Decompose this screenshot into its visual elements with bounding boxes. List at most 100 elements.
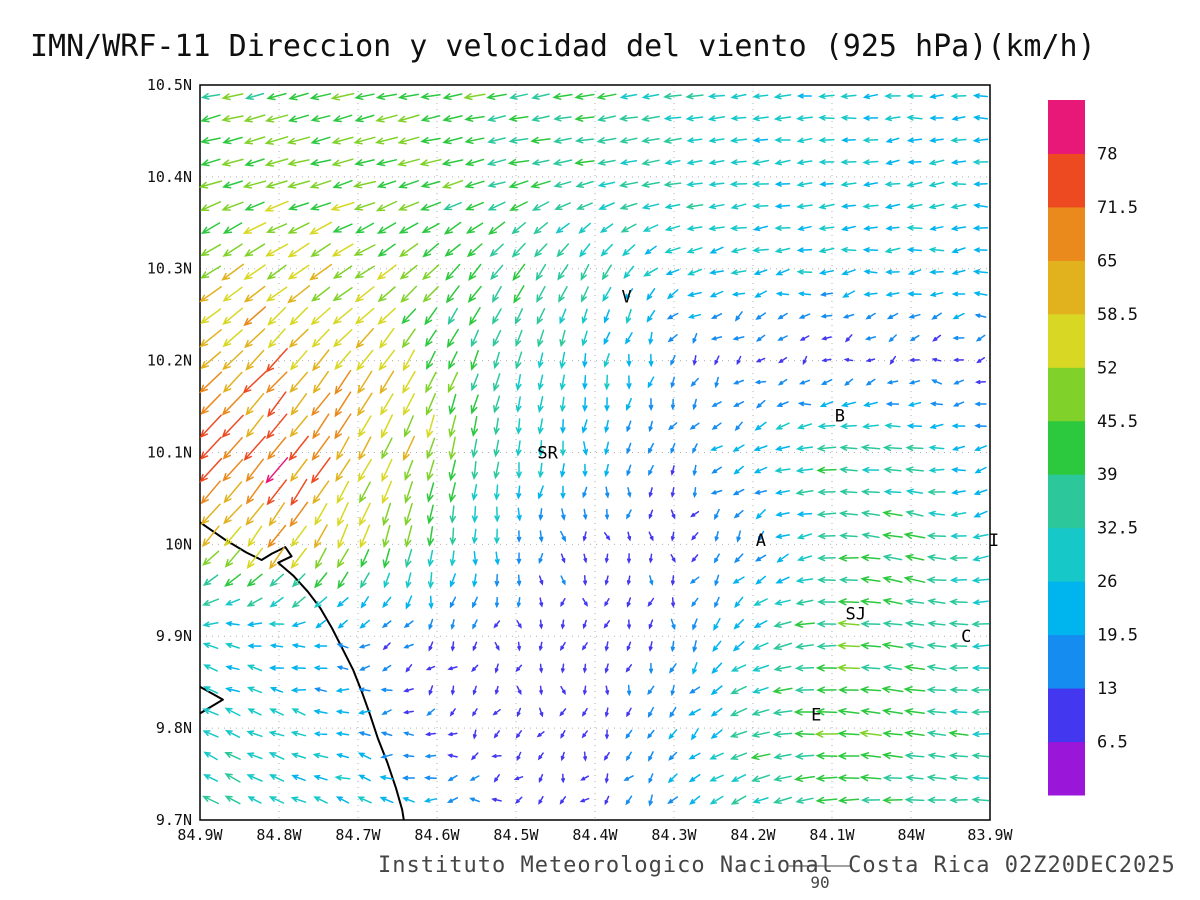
wind-vector bbox=[560, 419, 566, 435]
wind-vector bbox=[376, 180, 397, 189]
wind-vector bbox=[531, 93, 550, 100]
wind-vector bbox=[469, 797, 480, 803]
wind-vector bbox=[773, 775, 792, 782]
wind-vector bbox=[860, 708, 881, 716]
wind-vector bbox=[714, 376, 719, 389]
y-axis-tick-label: 9.9N bbox=[156, 627, 192, 645]
wind-vector bbox=[471, 664, 479, 673]
wind-vector bbox=[221, 93, 244, 101]
wind-vector bbox=[246, 547, 264, 570]
wind-vector bbox=[221, 158, 244, 167]
wind-vector bbox=[861, 466, 880, 474]
wind-vector bbox=[692, 464, 697, 477]
wind-vector bbox=[530, 180, 551, 189]
wind-vector bbox=[951, 291, 966, 297]
wind-vector bbox=[222, 329, 243, 348]
wind-vector bbox=[244, 243, 266, 257]
wind-vector bbox=[537, 752, 544, 761]
wind-vector bbox=[863, 269, 878, 275]
wind-vector bbox=[357, 796, 372, 804]
wind-vector bbox=[379, 775, 394, 781]
wind-vector bbox=[225, 729, 241, 738]
wind-vector bbox=[686, 137, 703, 144]
wind-vector bbox=[313, 796, 328, 804]
wind-vector bbox=[840, 181, 857, 188]
wind-vector bbox=[816, 466, 837, 474]
wind-vector bbox=[199, 180, 223, 189]
wind-vector bbox=[581, 730, 588, 739]
wind-vector bbox=[491, 754, 502, 759]
wind-vector bbox=[449, 505, 456, 524]
wind-vector bbox=[289, 415, 308, 438]
wind-vector bbox=[754, 421, 767, 431]
wind-vector bbox=[486, 92, 507, 101]
wind-vector bbox=[772, 730, 793, 738]
wind-vector bbox=[355, 327, 374, 349]
wind-vector bbox=[906, 225, 923, 231]
wind-vector bbox=[426, 459, 435, 482]
wind-vector bbox=[711, 401, 722, 407]
wind-vector bbox=[906, 114, 923, 121]
wind-vector bbox=[929, 93, 944, 99]
wind-vector bbox=[244, 328, 266, 349]
wind-vector bbox=[732, 576, 745, 584]
wind-vector bbox=[626, 420, 632, 433]
wind-vector bbox=[536, 731, 545, 738]
wind-vector bbox=[602, 286, 612, 302]
wind-vector bbox=[885, 269, 900, 275]
wind-vector bbox=[359, 524, 371, 549]
wind-vector bbox=[692, 640, 697, 653]
wind-vector bbox=[225, 621, 240, 627]
wind-vector bbox=[862, 181, 879, 188]
wind-vector bbox=[560, 463, 566, 478]
wind-vector bbox=[685, 203, 704, 210]
wind-vector bbox=[487, 201, 506, 211]
wind-vector bbox=[336, 548, 349, 569]
wind-vector bbox=[199, 329, 222, 348]
wind-vector bbox=[931, 357, 942, 362]
wind-vector bbox=[775, 291, 790, 297]
wind-vector bbox=[775, 268, 790, 276]
wind-vector bbox=[559, 351, 566, 370]
wind-vector bbox=[450, 641, 455, 652]
wind-vector bbox=[397, 92, 420, 101]
wind-vector bbox=[600, 243, 613, 257]
wind-vector bbox=[932, 334, 942, 342]
wind-vector bbox=[539, 663, 544, 674]
wind-vector bbox=[242, 222, 267, 235]
wind-vector bbox=[375, 200, 398, 212]
wind-vector bbox=[449, 550, 456, 567]
wind-vector bbox=[487, 137, 506, 144]
wind-vector bbox=[730, 247, 747, 254]
wind-vector bbox=[860, 576, 881, 584]
wind-vector bbox=[689, 422, 700, 430]
wind-vector bbox=[403, 731, 414, 736]
wind-vector bbox=[309, 159, 332, 167]
wind-vector bbox=[472, 685, 477, 696]
wind-vector bbox=[582, 531, 587, 542]
wind-vector bbox=[818, 203, 835, 210]
wind-vector bbox=[441, 179, 464, 189]
wind-vector bbox=[692, 398, 697, 411]
wind-vector bbox=[903, 575, 926, 583]
wind-vector bbox=[666, 289, 679, 300]
wind-vector bbox=[311, 328, 330, 348]
wind-vector bbox=[950, 467, 966, 473]
wind-vector bbox=[817, 532, 836, 540]
wind-vector bbox=[264, 114, 289, 123]
wind-vector bbox=[882, 774, 903, 782]
wind-vector bbox=[334, 391, 352, 418]
wind-vector bbox=[247, 525, 263, 548]
wind-vector bbox=[533, 243, 548, 258]
wind-vector bbox=[489, 243, 504, 257]
wind-vector bbox=[264, 136, 289, 145]
wind-vector bbox=[450, 619, 455, 630]
x-axis-tick-label: 84.5W bbox=[493, 826, 539, 844]
wind-vector bbox=[819, 181, 834, 187]
wind-vector bbox=[426, 504, 434, 525]
wind-vector bbox=[470, 416, 479, 437]
wind-vector bbox=[428, 685, 434, 696]
wind-vector bbox=[531, 201, 550, 211]
wind-vector bbox=[773, 115, 792, 122]
wind-vector bbox=[729, 752, 748, 760]
